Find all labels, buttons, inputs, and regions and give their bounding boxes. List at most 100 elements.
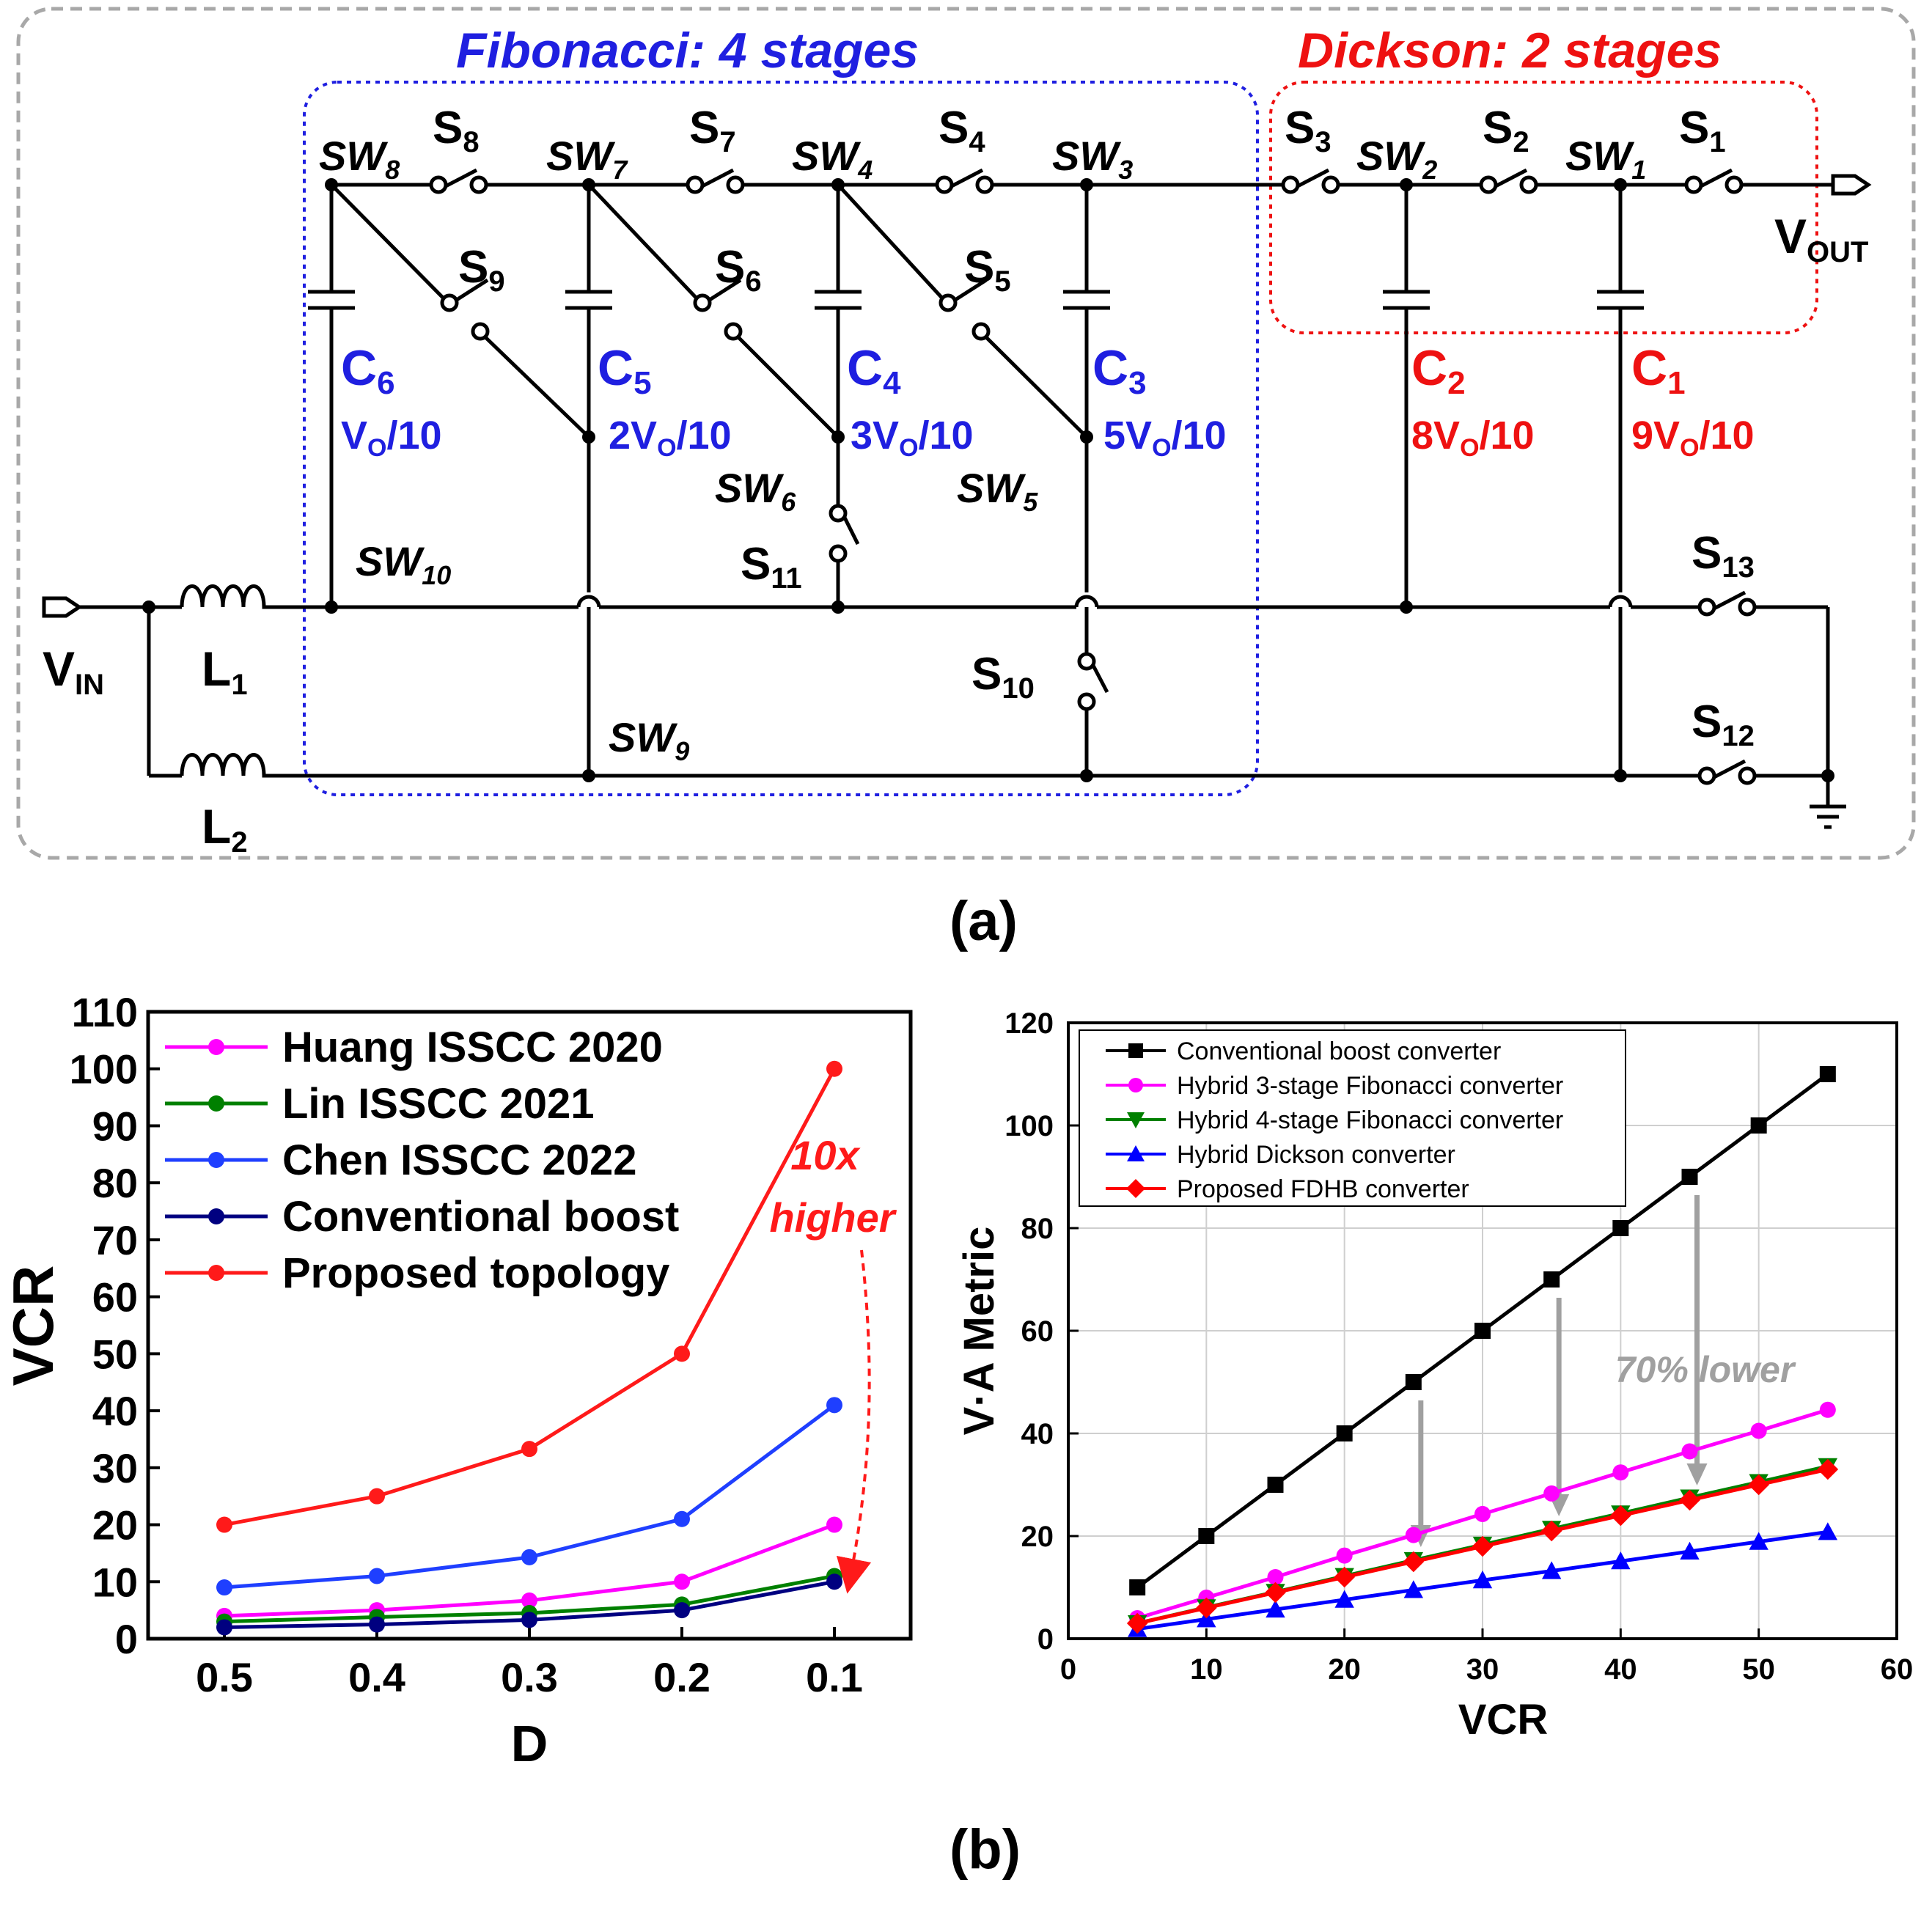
label-s2: S2	[1483, 103, 1529, 158]
chart2-data-point	[1543, 1485, 1560, 1502]
chart2-data-point	[1405, 1527, 1422, 1543]
chart2-legend-marker	[1126, 1179, 1145, 1198]
chart1-data-point	[674, 1510, 690, 1527]
chart2-data-point	[1819, 1066, 1836, 1082]
chart1-legend: Huang ISSCC 2020 Lin ISSCC 2021 Chen ISSCC…	[165, 1024, 679, 1297]
chart1-ylabel: VCR	[1, 1266, 65, 1386]
vin-port	[42, 596, 83, 618]
label-s12: S12	[1692, 697, 1755, 752]
chart1-ytick-label: 100	[70, 1046, 138, 1092]
chart1-ytick-label: 110	[72, 989, 138, 1035]
switch-s11	[829, 504, 860, 563]
switch-s9	[440, 278, 490, 341]
label-s13: S13	[1692, 528, 1755, 584]
chart1-ytick-label: 20	[92, 1502, 138, 1549]
chart2-data-point	[1540, 1520, 1562, 1542]
node-sw10: SW10	[356, 538, 451, 590]
chart1-data-point	[521, 1549, 537, 1565]
label-s9: S9	[458, 242, 505, 298]
chart1-legend-label: Lin ISSCC 2021	[282, 1080, 594, 1128]
chart2-xlabel: VCR	[1458, 1696, 1548, 1744]
switch-s10	[1077, 652, 1109, 711]
node-sw1: SW1	[1565, 133, 1646, 185]
chart2-xtick-label: 30	[1466, 1653, 1499, 1686]
chart1-ytick-label: 80	[92, 1160, 138, 1206]
label-s5: S5	[964, 242, 1011, 298]
chart1-xtick-label: 0.2	[653, 1654, 710, 1700]
label-vin: VIN	[43, 642, 104, 701]
switch-s7	[686, 168, 745, 194]
label-l2: L2	[202, 799, 248, 859]
chart1-data-point	[216, 1516, 232, 1533]
chart1-data-point	[521, 1592, 537, 1609]
chart2-legend-marker	[1128, 1043, 1143, 1058]
chart2-xtick-label: 20	[1328, 1653, 1361, 1686]
chart1-xtick-label: 0.4	[348, 1654, 405, 1700]
chart2-reduction-arrows	[1410, 1195, 1708, 1547]
panel-b-label: (b)	[950, 1818, 1021, 1881]
chart2-data-point	[1474, 1323, 1491, 1339]
chart1-ytick-label: 60	[92, 1274, 138, 1321]
chart1-legend-label: Chen ISSCC 2022	[282, 1136, 637, 1184]
chart2-data-point	[1126, 1612, 1148, 1634]
fibonacci-title: Fibonacci: 4 stages	[456, 23, 919, 78]
chart2-data-point	[1403, 1551, 1425, 1573]
inductor-l1	[180, 584, 271, 609]
node-sw8: SW8	[319, 133, 400, 185]
chart2-ytick-label: 60	[1021, 1315, 1054, 1348]
chart2-data-point	[1679, 1489, 1700, 1511]
chart1-data-point	[674, 1573, 690, 1590]
outer-frame	[16, 7, 1916, 860]
label-c5: C5	[598, 340, 652, 401]
dickson-title: Dickson: 2 stages	[1298, 23, 1722, 78]
label-l1: L1	[202, 642, 248, 701]
chart1-series	[216, 1060, 842, 1636]
chart1-ytick-label: 90	[92, 1103, 138, 1149]
chart2-data-point	[1543, 1271, 1560, 1288]
chart2-y-axis: 0 20 40 60 80 100 120	[1004, 1007, 1079, 1656]
chart1-legend-marker	[208, 1039, 224, 1055]
label-c6: C6	[341, 340, 395, 401]
label-c3-voltage: 5VO/10	[1103, 414, 1227, 462]
chart2-data-point	[1334, 1566, 1355, 1588]
chart2-data-point	[1336, 1425, 1353, 1441]
chart1-ytick-label: 30	[92, 1445, 138, 1491]
chart1-ytick-label: 10	[92, 1559, 138, 1605]
label-c4-voltage: 3VO/10	[851, 414, 974, 462]
chart2-legend: Conventional boost converter Hybrid 3-sta…	[1079, 1029, 1626, 1207]
chart2-ytick-label: 0	[1037, 1623, 1054, 1656]
node-sw3: SW3	[1052, 133, 1133, 185]
chart2-data-point	[1403, 1580, 1424, 1598]
chart2-legend-label: Hybrid 3-stage Fibonacci converter	[1177, 1072, 1563, 1100]
node-sw6: SW6	[715, 465, 796, 517]
chart1-data-point	[521, 1612, 537, 1628]
label-s10: S10	[971, 649, 1035, 705]
label-c5-voltage: 2VO/10	[609, 414, 732, 462]
node-sw4: SW4	[792, 133, 873, 185]
dickson-box	[1269, 81, 1818, 334]
chart2-arrow-head	[1686, 1463, 1708, 1485]
label-c3: C3	[1092, 340, 1147, 401]
chart2-data-point	[1681, 1169, 1698, 1185]
chart2-data-point	[1405, 1374, 1422, 1390]
chart2-data-point	[1750, 1422, 1767, 1439]
chart2-series	[1126, 1066, 1839, 1637]
label-s8: S8	[433, 103, 480, 158]
chart2-data-point	[1541, 1561, 1562, 1579]
chart1-xtick-label: 0.5	[196, 1654, 253, 1700]
fibonacci-box	[303, 81, 1259, 796]
chart1-legend-label: Proposed topology	[282, 1249, 669, 1297]
chart2-data-point	[1265, 1582, 1286, 1604]
chart1-data-point	[826, 1516, 842, 1533]
chart1-data-point	[674, 1345, 690, 1362]
chart2-ytick-label: 80	[1021, 1213, 1054, 1245]
chart2-data-point	[1680, 1541, 1700, 1560]
chart2-ytick-label: 40	[1021, 1418, 1054, 1450]
chart1-data-point	[369, 1488, 385, 1505]
chart2-ytick-label: 20	[1021, 1521, 1054, 1553]
chart2-data-point	[1610, 1505, 1631, 1527]
chart1-data-point	[521, 1441, 537, 1458]
label-s4: S4	[939, 103, 985, 158]
chart2-legend-label: Conventional boost converter	[1177, 1037, 1501, 1065]
chart2-annotation: 70% lower	[1615, 1349, 1796, 1390]
